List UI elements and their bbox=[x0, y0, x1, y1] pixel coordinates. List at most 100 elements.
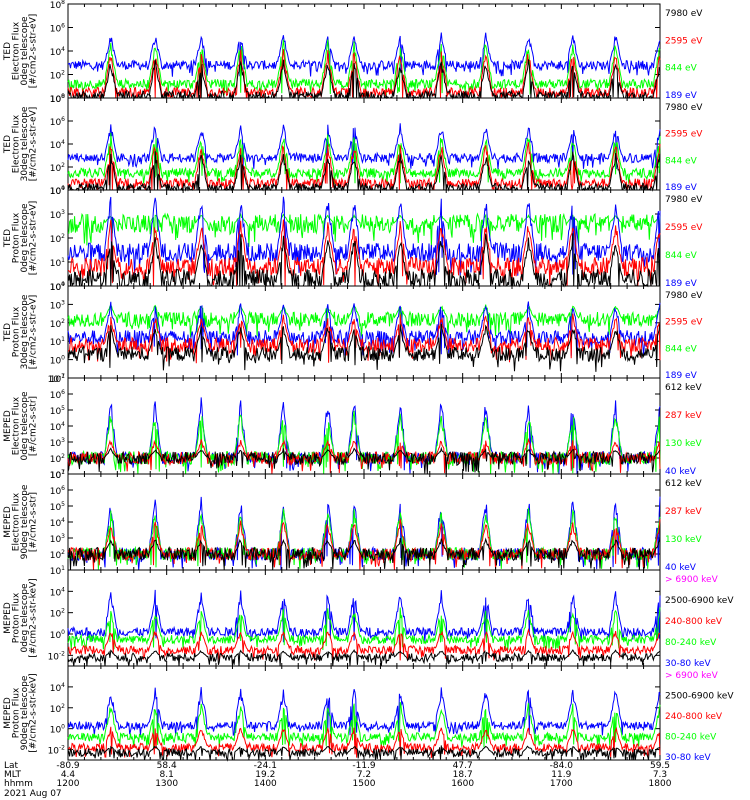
x-tick-label: 19.2 bbox=[255, 770, 275, 780]
legend-entry: 80-240 keV bbox=[665, 733, 717, 743]
legend-entry: 189 eV bbox=[665, 371, 698, 381]
legend-entry: 30-80 keV bbox=[665, 659, 711, 669]
x-axis: Lat -80.9 58.4 -24.1 -11.9 47.7 -84.0 59.5 MLT 4.… bbox=[4, 761, 672, 799]
x-tick-label: 58.4 bbox=[157, 761, 177, 771]
x-axis-row-label: hhmm bbox=[4, 779, 33, 789]
x-tick-label: -84.0 bbox=[550, 761, 574, 771]
y-tick-label: 100 bbox=[50, 724, 65, 736]
y-tick-label: 102 bbox=[50, 703, 65, 715]
series-trace bbox=[67, 446, 661, 474]
x-tick-label: 7.2 bbox=[357, 770, 371, 780]
series-trace bbox=[67, 745, 661, 762]
y-axis-label: MEPED bbox=[3, 506, 13, 538]
series-trace bbox=[67, 123, 661, 170]
x-axis-row-label: MLT bbox=[4, 770, 22, 780]
legend-entry: 7980 eV bbox=[665, 103, 703, 113]
series-trace bbox=[67, 212, 661, 248]
legend-entry: 2500-6900 keV bbox=[665, 596, 734, 606]
y-axis-label: [#/cm2-s-str-keV] bbox=[29, 673, 39, 752]
legend-entry: > 6900 keV bbox=[665, 671, 719, 681]
y-axis-label: [#/cm2-s-str] bbox=[29, 396, 39, 456]
y-tick-label: 100 bbox=[50, 355, 65, 367]
series-trace bbox=[67, 702, 661, 748]
y-tick-label: 102 bbox=[50, 608, 65, 620]
y-tick-label: 100 bbox=[50, 629, 65, 641]
series-trace bbox=[67, 132, 661, 185]
y-tick-label: 108 bbox=[50, 93, 65, 105]
y-tick-label: 106 bbox=[50, 485, 65, 497]
series-trace bbox=[67, 233, 661, 288]
legend-entry: 189 eV bbox=[665, 91, 698, 101]
series-trace bbox=[67, 628, 661, 661]
series-trace bbox=[67, 687, 661, 736]
y-axis-label: 0deg telescope bbox=[20, 583, 30, 653]
y-tick-label: 107 bbox=[50, 373, 65, 385]
y-axis-label: 0deg telescope bbox=[20, 203, 30, 273]
x-tick-label: 7.3 bbox=[653, 770, 667, 780]
y-axis-label: [#/cm2-s-str-eV] bbox=[29, 14, 39, 89]
y-axis-label: 90deg telescope bbox=[20, 675, 30, 750]
series-trace bbox=[67, 589, 661, 643]
x-tick-label: 1500 bbox=[353, 779, 376, 789]
y-axis-label: TED bbox=[3, 323, 13, 342]
legend-entry: 80-240 keV bbox=[665, 638, 717, 648]
y-axis-label: 90deg telescope bbox=[20, 484, 30, 559]
y-axis-label: [#/cm2-s-str] bbox=[29, 492, 39, 552]
legend-entry: 7980 eV bbox=[665, 195, 703, 205]
y-tick-label: 104 bbox=[50, 281, 65, 293]
y-axis-label: MEPED bbox=[3, 697, 13, 729]
x-tick-label: 11.9 bbox=[551, 770, 571, 780]
y-tick-label: 108 bbox=[50, 0, 65, 11]
y-axis-label: [#/cm2-s-str-eV] bbox=[29, 107, 39, 182]
y-tick-label: 104 bbox=[50, 185, 65, 197]
series-trace bbox=[67, 410, 661, 474]
x-tick-label: 1800 bbox=[649, 779, 672, 789]
legend-entry: 287 keV bbox=[665, 507, 702, 517]
y-tick-label: 10-2 bbox=[48, 650, 66, 662]
legend-entry: 30-80 keV bbox=[665, 753, 711, 763]
series-trace bbox=[67, 323, 661, 372]
y-tick-label: 104 bbox=[50, 586, 65, 598]
y-tick-label: 102 bbox=[50, 453, 65, 465]
legend-entry: 844 eV bbox=[665, 344, 698, 354]
x-tick-label: 1700 bbox=[550, 779, 573, 789]
y-tick-label: 103 bbox=[50, 299, 65, 311]
legend-entry: 130 keV bbox=[665, 439, 702, 449]
y-axis-label: 30deg telescope bbox=[20, 106, 30, 181]
y-axis-label: [#/cm2-s-str-eV] bbox=[29, 295, 39, 370]
legend-entry: 189 eV bbox=[665, 183, 698, 193]
y-tick-label: 107 bbox=[50, 469, 65, 481]
legend-entry: 612 keV bbox=[665, 479, 702, 489]
y-tick-label: 102 bbox=[50, 549, 65, 561]
x-tick-label: 1300 bbox=[155, 779, 178, 789]
y-tick-label: 10-2 bbox=[48, 745, 66, 757]
x-tick-label: -11.9 bbox=[352, 761, 376, 771]
legend-entry: 2595 eV bbox=[665, 223, 703, 233]
y-tick-label: 105 bbox=[50, 501, 65, 513]
y-tick-label: 103 bbox=[50, 209, 65, 221]
legend-entry: 240-800 keV bbox=[665, 617, 723, 627]
legend-entry: 2595 eV bbox=[665, 318, 703, 328]
series-trace bbox=[67, 648, 661, 667]
series-trace bbox=[68, 313, 661, 364]
y-tick-label: 102 bbox=[50, 162, 65, 174]
series-trace bbox=[67, 32, 661, 77]
y-axis-label: [#/cm2-s-str-keV] bbox=[29, 578, 39, 657]
legend-entry: 189 eV bbox=[665, 279, 698, 289]
y-tick-label: 104 bbox=[50, 517, 65, 529]
y-axis-label: TED bbox=[3, 135, 13, 154]
legend-entry: 844 eV bbox=[665, 156, 698, 166]
y-tick-label: 101 bbox=[50, 336, 65, 348]
x-tick-label: -24.1 bbox=[254, 761, 277, 771]
y-axis-label: 30deg telescope bbox=[20, 294, 30, 369]
series-trace bbox=[67, 219, 661, 287]
legend-entry: 40 keV bbox=[665, 467, 697, 477]
series-trace bbox=[67, 537, 661, 570]
legend-entry: 612 keV bbox=[665, 383, 702, 393]
